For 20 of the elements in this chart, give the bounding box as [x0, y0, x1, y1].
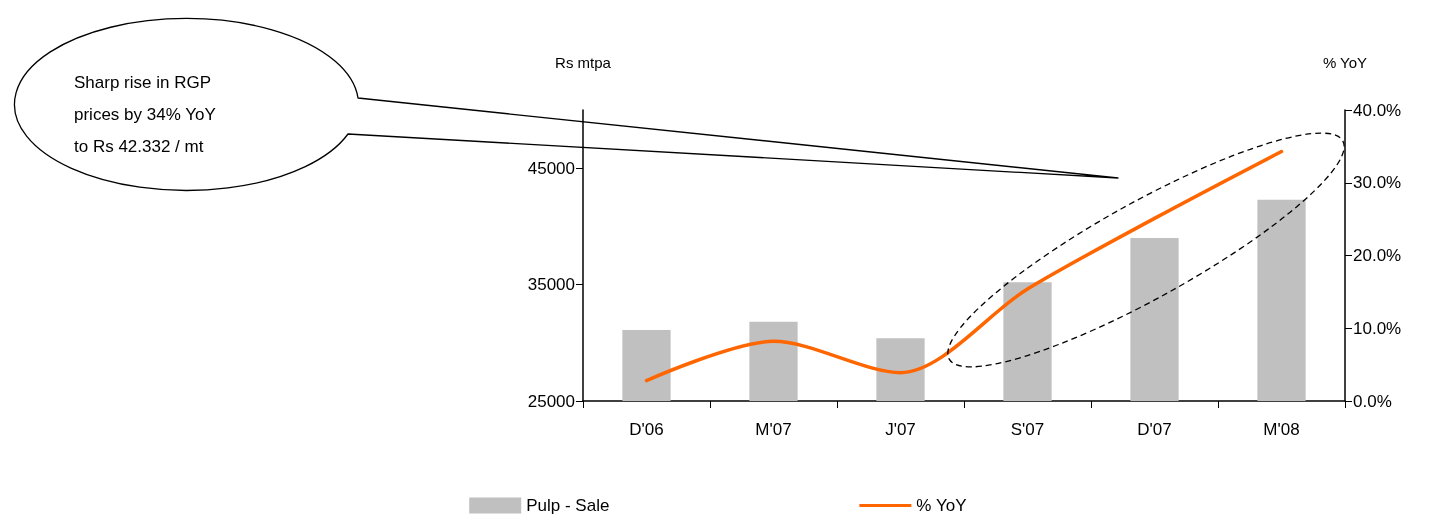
line-series — [644, 149, 1284, 383]
y2-tick-label: 0.0% — [1353, 391, 1392, 411]
legend-label: % YoY — [916, 496, 967, 515]
text: Sharp rise in RGP prices by 34% YoY to Rs 42.332 / mt — [74, 73, 216, 156]
x-tick-label: D'06 — [629, 420, 664, 439]
x-tick-label: S'07 — [1010, 420, 1045, 439]
y2-axis-title: % YoY — [1322, 54, 1368, 71]
y2-tick-label: 30.0% — [1353, 173, 1402, 193]
y-axis-title: Rs mtpa — [555, 54, 612, 71]
x-tick-label: M'08 — [1263, 420, 1300, 439]
y2-tick-label: 40.0% — [1353, 100, 1402, 120]
y-tick-label: 35000 — [527, 275, 575, 295]
y-tick-label: 25000 — [527, 391, 575, 411]
y2-tick-label: 20.0% — [1353, 246, 1402, 265]
x-tick-label: M'07 — [755, 420, 792, 439]
x-tick-label: J'07 — [885, 420, 916, 439]
legend-label: Pulp - Sale — [526, 496, 610, 515]
y-tick-label: 45000 — [527, 158, 575, 178]
y2-tick-label: 10.0% — [1353, 318, 1402, 338]
x-tick-label: D'07 — [1137, 420, 1172, 439]
